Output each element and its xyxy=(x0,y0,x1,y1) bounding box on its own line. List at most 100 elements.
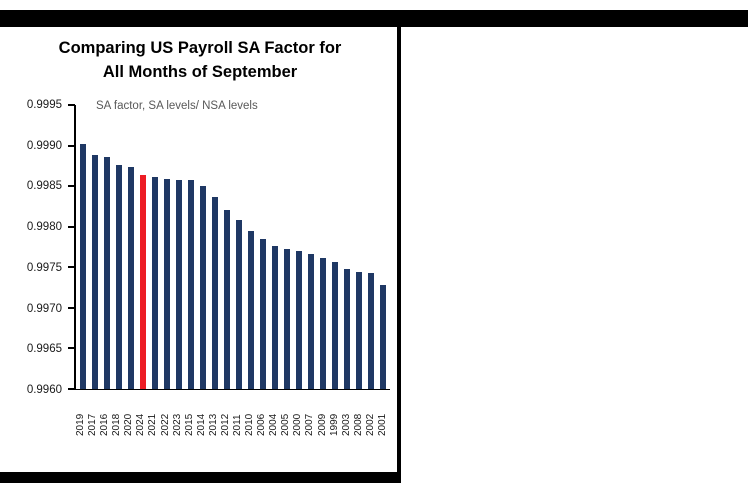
bar xyxy=(248,230,254,389)
bar xyxy=(224,209,230,389)
x-tick-label: 1999 xyxy=(328,413,340,436)
x-slot: 2005 xyxy=(280,392,292,436)
x-slot: 2023 xyxy=(171,392,183,436)
y-tick-label: 0.9995 xyxy=(26,99,62,111)
x-slot: 2003 xyxy=(340,392,352,436)
x-tick-label: 2016 xyxy=(99,413,111,436)
bar xyxy=(200,186,206,389)
bar xyxy=(176,179,182,389)
x-tick-label: 2008 xyxy=(352,413,364,436)
x-slot: 2006 xyxy=(256,392,268,436)
x-tick-label: 2024 xyxy=(135,413,147,436)
x-tick-label: 2006 xyxy=(256,413,268,436)
y-tick-label: 0.9985 xyxy=(26,180,62,193)
x-tick-label: 2012 xyxy=(219,413,231,436)
x-slot: 2012 xyxy=(219,392,231,436)
x-tick-label: 2013 xyxy=(207,413,219,436)
chart-title-line1: Comparing US Payroll SA Factor for xyxy=(58,39,342,57)
x-slot: 2020 xyxy=(123,392,135,436)
y-tick-mark xyxy=(68,388,75,390)
x-slot: 2022 xyxy=(159,392,171,436)
x-slot: 2009 xyxy=(316,392,328,436)
bar xyxy=(116,165,122,389)
y-tick-label: 0.9980 xyxy=(26,221,62,234)
bar xyxy=(380,285,386,389)
chart-subtitle: SA factor, SA levels/ NSA levels xyxy=(96,100,258,112)
chart-title: Comparing US Payroll SA Factor for All M… xyxy=(14,37,386,85)
vertical-divider xyxy=(397,27,401,483)
x-slot: 2010 xyxy=(244,392,256,436)
x-tick-label: 2001 xyxy=(376,413,388,436)
x-slot: 2004 xyxy=(268,392,280,436)
bar xyxy=(260,238,266,389)
y-tick-mark xyxy=(68,266,75,269)
bar xyxy=(104,156,110,389)
y-tick-label: 0.9960 xyxy=(26,384,62,396)
x-slot: 2015 xyxy=(183,392,195,436)
x-slot: 2011 xyxy=(232,392,244,436)
x-axis-labels: 2019 2017 2016 2018 2020 2024 2021 2022 2023 2015… xyxy=(74,392,390,436)
bottom-divider-bar xyxy=(0,472,400,483)
x-tick-label: 2003 xyxy=(340,413,352,436)
x-tick-label: 2005 xyxy=(280,413,292,436)
bar xyxy=(128,166,134,389)
x-tick-label: 2009 xyxy=(316,413,328,436)
bar xyxy=(80,143,86,389)
x-tick-label: 2007 xyxy=(304,413,316,436)
x-tick-label: 2017 xyxy=(87,413,99,436)
x-tick-label: 2020 xyxy=(123,413,135,436)
x-tick-label: 2000 xyxy=(292,413,304,436)
bar xyxy=(92,154,98,389)
x-tick-label: 2021 xyxy=(147,413,159,436)
x-tick-label: 2023 xyxy=(171,413,183,436)
bar xyxy=(272,246,278,389)
bar xyxy=(296,251,302,389)
chart-title-line2: All Months of September xyxy=(102,62,298,81)
x-tick-label: 2018 xyxy=(111,413,123,436)
x-tick-label: 2022 xyxy=(159,413,171,436)
x-slot: 2000 xyxy=(292,392,304,436)
y-tick-mark xyxy=(68,306,75,309)
chart-panel: Comparing US Payroll SA Factor for All M… xyxy=(6,27,397,472)
y-tick-label: 0.9975 xyxy=(26,261,62,274)
x-slot: 2002 xyxy=(364,392,376,436)
y-tick-mark xyxy=(68,347,75,350)
bar-chart: SA factor, SA levels/ NSA levels 0.9995 0… xyxy=(14,99,392,465)
x-slot: 2016 xyxy=(99,392,111,436)
x-slot: 2017 xyxy=(87,392,99,436)
bar xyxy=(308,253,314,389)
y-tick-label: 0.9990 xyxy=(26,139,62,152)
bar xyxy=(284,248,290,389)
bar xyxy=(368,272,374,389)
y-tick-label: 0.9970 xyxy=(26,302,62,315)
bar-highlight xyxy=(140,174,146,389)
bar xyxy=(164,178,170,389)
x-slot: 2001 xyxy=(376,392,388,436)
x-tick-label: 2011 xyxy=(232,414,244,436)
y-tick-mark xyxy=(68,225,75,228)
x-slot: 2014 xyxy=(195,392,207,436)
x-slot: 1999 xyxy=(328,392,340,436)
bar xyxy=(188,180,194,389)
bar xyxy=(332,261,338,389)
x-tick-label: 2019 xyxy=(75,413,86,436)
x-tick-label: 2014 xyxy=(195,413,207,436)
y-axis-labels: 0.9995 0.9990 0.9985 0.9980 0.9975 0.9970 0.99… xyxy=(14,99,70,396)
x-tick-label: 2002 xyxy=(364,413,376,436)
x-tick-label: 2015 xyxy=(183,413,195,436)
y-tick-mark xyxy=(68,104,75,106)
x-slot: 2019 xyxy=(75,392,86,436)
x-slot: 2024 xyxy=(135,392,147,436)
bar xyxy=(356,272,362,389)
x-tick-label: 2010 xyxy=(244,413,256,436)
bar xyxy=(236,220,242,389)
x-tick-label: 2004 xyxy=(268,413,280,436)
x-slot: 2021 xyxy=(147,392,159,436)
y-tick-mark xyxy=(68,185,75,188)
x-slot: 2018 xyxy=(111,392,123,436)
x-slot: 2008 xyxy=(352,392,364,436)
top-divider-bar xyxy=(0,10,748,27)
x-slot: 2013 xyxy=(207,392,219,436)
bar xyxy=(320,257,326,389)
